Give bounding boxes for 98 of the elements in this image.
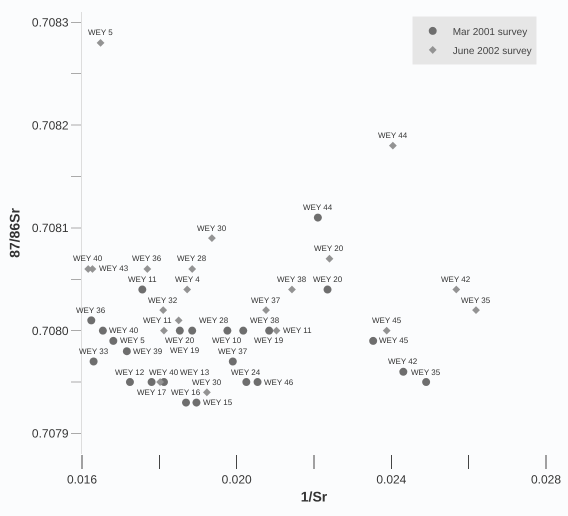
annotation: WEY 30 <box>192 378 222 387</box>
annotation: WEY 44 <box>303 203 333 212</box>
x-axis-title: 1/Sr <box>300 488 328 505</box>
point <box>174 316 183 324</box>
annotation: WEY 5 <box>120 336 146 345</box>
annotation: WEY 42 <box>388 357 418 366</box>
annotation: WEY 16 <box>171 388 201 397</box>
annotation: WEY 13 <box>180 368 210 377</box>
annotation: WEY 20 <box>165 336 195 345</box>
legend-label: June 2002 survey <box>452 46 532 57</box>
annotation: WEY 20 <box>314 244 344 253</box>
point <box>452 286 460 294</box>
point <box>202 388 211 396</box>
annotation: WEY 40 <box>73 254 103 263</box>
annotation: WEY 37 <box>218 347 248 356</box>
point <box>138 286 146 294</box>
point <box>254 378 262 386</box>
y-tick-label: 0.7081 <box>32 221 69 236</box>
annotation: WEY 36 <box>76 306 106 315</box>
point <box>188 265 196 273</box>
y-tick-label: 0.7080 <box>32 324 69 338</box>
y-tick-label: 0.7082 <box>32 118 69 132</box>
point <box>87 316 96 324</box>
annotation: WEY 11 <box>128 275 158 284</box>
point <box>182 398 190 407</box>
annotation: WEY 46 <box>264 378 294 387</box>
annotation: WEY 11 <box>283 326 312 335</box>
annotation: WEY 28 <box>177 254 207 263</box>
point <box>382 326 391 335</box>
annotation: WEY 20 <box>313 275 343 284</box>
annotation: WEY 30 <box>197 224 227 233</box>
point <box>126 378 134 386</box>
point <box>324 286 332 294</box>
point <box>148 378 156 386</box>
annotation: WEY 17 <box>137 388 167 397</box>
y-tick-label: 0.7079 <box>32 426 69 441</box>
point <box>262 306 270 314</box>
y-tick-label: 0.7083 <box>32 15 69 30</box>
annotation: WEY 45 <box>379 336 409 345</box>
annotation: WEY 4 <box>175 275 200 284</box>
point <box>242 378 250 386</box>
y-axis-title: 87/86Sr <box>6 208 22 258</box>
point <box>192 398 200 407</box>
annotation: WEY 28 <box>199 316 229 325</box>
point <box>90 357 98 366</box>
point <box>109 336 118 345</box>
point <box>272 326 280 335</box>
annotation: WEY 44 <box>378 131 408 140</box>
annotation: WEY 35 <box>461 296 491 305</box>
point <box>314 214 322 222</box>
point <box>122 347 131 356</box>
point <box>422 378 430 386</box>
point <box>472 306 480 314</box>
point <box>369 336 378 345</box>
point <box>160 326 168 335</box>
annotation: WEY 36 <box>132 254 162 263</box>
x-tick-label: 0.028 <box>530 472 562 486</box>
point <box>176 326 184 335</box>
annotation: WEY 39 <box>133 347 163 356</box>
annotation: WEY 38 <box>277 275 307 284</box>
x-tick-label: 0.024 <box>376 472 407 486</box>
annotation: WEY 32 <box>148 296 178 305</box>
annotation: WEY 11 <box>143 316 172 325</box>
annotation: WEY 38 <box>250 316 280 325</box>
annotation: WEY 37 <box>251 296 281 305</box>
annotation: WEY 40 <box>109 326 139 335</box>
annotation: WEY 43 <box>99 264 129 273</box>
annotation: WEY 5 <box>88 28 114 37</box>
point <box>96 38 104 47</box>
annotation: WEY 24 <box>231 368 261 377</box>
point <box>188 326 196 335</box>
point <box>239 326 248 335</box>
point <box>326 254 334 263</box>
point <box>159 306 168 314</box>
point <box>288 286 296 294</box>
point <box>228 357 237 366</box>
point <box>265 326 274 335</box>
x-tick-label: 0.016 <box>66 472 98 486</box>
annotation: WEY 42 <box>441 275 471 284</box>
point <box>183 286 192 294</box>
point <box>223 326 232 335</box>
point <box>156 378 164 386</box>
annotation: WEY 45 <box>372 316 402 325</box>
annotation: WEY 35 <box>411 368 441 377</box>
annotation: WEY 15 <box>203 398 233 407</box>
annotation: WEY 19 <box>254 336 284 345</box>
annotation: WEY 40 <box>149 368 179 377</box>
point <box>143 265 152 273</box>
annotation: WEY 19 <box>170 346 200 355</box>
annotation: WEY 12 <box>115 368 145 377</box>
point <box>388 142 397 150</box>
annotation: WEY 10 <box>212 336 242 345</box>
annotation: WEY 33 <box>79 347 109 356</box>
point <box>208 234 216 242</box>
x-tick-label: 0.020 <box>222 472 252 486</box>
point <box>399 368 408 376</box>
legend-label: Mar 2001 survey <box>452 26 528 38</box>
point <box>98 326 107 335</box>
